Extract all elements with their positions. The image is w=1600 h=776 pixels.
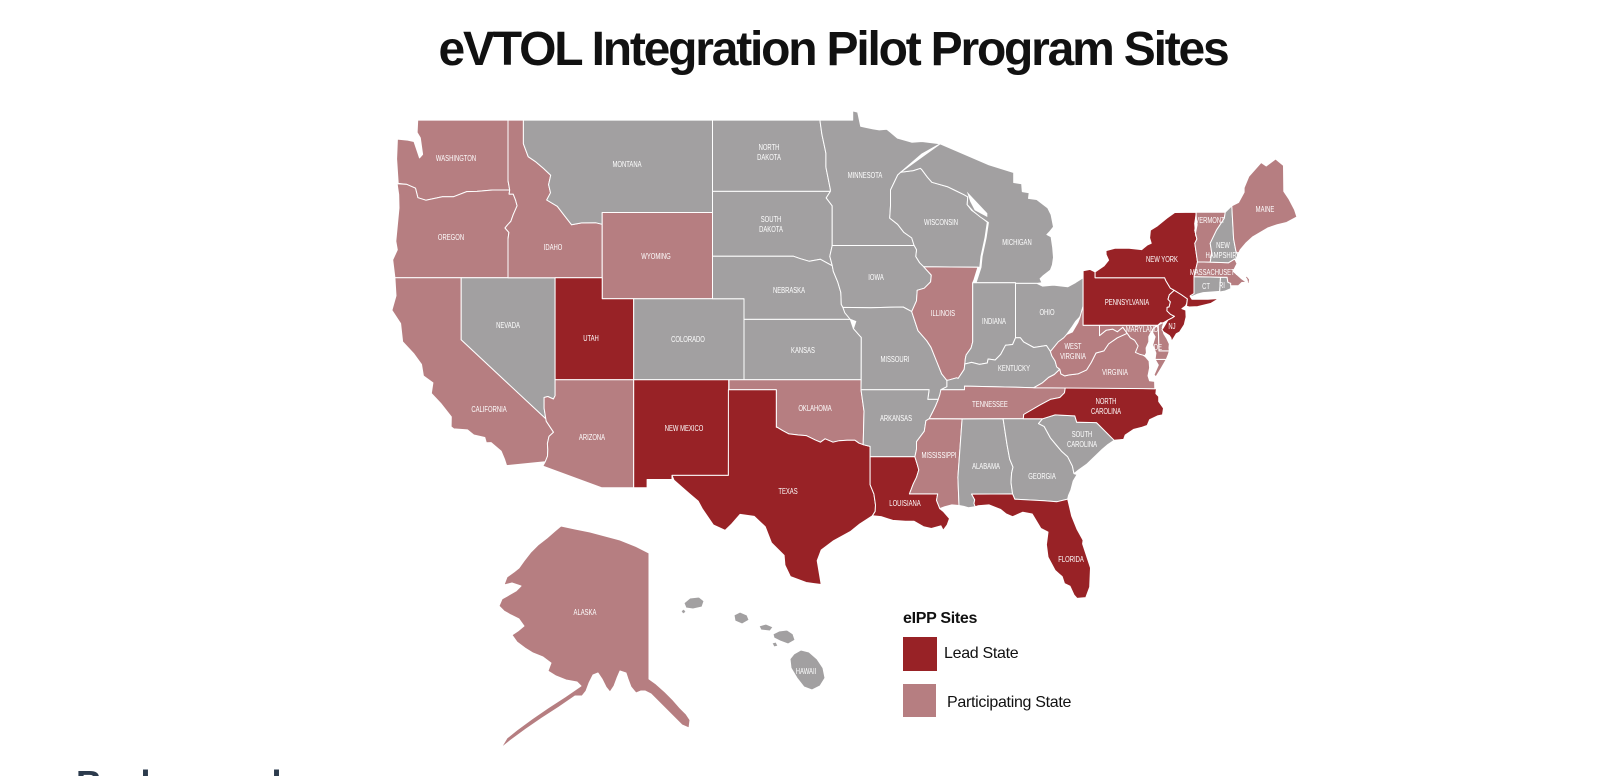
svg-text:NEW: NEW bbox=[1216, 241, 1230, 250]
svg-text:TENNESSEE: TENNESSEE bbox=[972, 400, 1008, 409]
svg-text:ARKANSAS: ARKANSAS bbox=[880, 414, 912, 423]
svg-text:DAKOTA: DAKOTA bbox=[757, 153, 781, 162]
svg-text:ALASKA: ALASKA bbox=[574, 608, 597, 617]
svg-text:ILLINOIS: ILLINOIS bbox=[931, 309, 955, 318]
svg-text:NJ: NJ bbox=[1168, 322, 1176, 331]
svg-text:RI: RI bbox=[1219, 281, 1225, 290]
svg-text:MARYLAND: MARYLAND bbox=[1126, 325, 1159, 334]
svg-text:HAMPSHIRE: HAMPSHIRE bbox=[1205, 251, 1240, 260]
svg-text:VIRGINIA: VIRGINIA bbox=[1102, 368, 1128, 377]
svg-text:SOUTH: SOUTH bbox=[761, 215, 782, 224]
svg-text:DAKOTA: DAKOTA bbox=[759, 225, 783, 234]
svg-text:NEBRASKA: NEBRASKA bbox=[773, 286, 805, 295]
svg-text:NEW MEXICO: NEW MEXICO bbox=[665, 424, 704, 433]
svg-text:NEW YORK: NEW YORK bbox=[1146, 255, 1178, 264]
svg-text:TEXAS: TEXAS bbox=[778, 487, 798, 496]
svg-text:DE: DE bbox=[1154, 343, 1162, 352]
svg-text:UTAH: UTAH bbox=[583, 334, 599, 343]
svg-text:MISSISSIPPI: MISSISSIPPI bbox=[921, 451, 956, 460]
svg-text:MONTANA: MONTANA bbox=[612, 160, 641, 169]
svg-text:HAWAII: HAWAII bbox=[796, 667, 817, 676]
svg-text:MASSACHUSETTS: MASSACHUSETTS bbox=[1190, 268, 1243, 277]
svg-text:MINNESOTA: MINNESOTA bbox=[848, 171, 883, 180]
svg-text:VERMONT: VERMONT bbox=[1195, 216, 1225, 225]
svg-text:OREGON: OREGON bbox=[438, 233, 464, 242]
svg-text:LOUISIANA: LOUISIANA bbox=[889, 499, 921, 508]
svg-text:SOUTH: SOUTH bbox=[1072, 430, 1093, 439]
svg-text:CT: CT bbox=[1202, 282, 1210, 291]
svg-text:IDAHO: IDAHO bbox=[544, 243, 563, 252]
svg-text:CAROLINA: CAROLINA bbox=[1067, 440, 1097, 449]
svg-text:CALIFORNIA: CALIFORNIA bbox=[471, 405, 507, 414]
svg-text:PENNSYLVANIA: PENNSYLVANIA bbox=[1105, 298, 1149, 307]
svg-text:CAROLINA: CAROLINA bbox=[1091, 407, 1121, 416]
svg-text:MAINE: MAINE bbox=[1256, 205, 1275, 214]
svg-text:MICHIGAN: MICHIGAN bbox=[1002, 238, 1031, 247]
svg-text:FLORIDA: FLORIDA bbox=[1058, 555, 1084, 564]
svg-text:ALABAMA: ALABAMA bbox=[972, 462, 1000, 471]
svg-text:WASHINGTON: WASHINGTON bbox=[436, 154, 476, 163]
svg-text:WYOMING: WYOMING bbox=[641, 252, 671, 261]
svg-text:WEST: WEST bbox=[1064, 342, 1082, 351]
svg-text:INDIANA: INDIANA bbox=[982, 317, 1006, 326]
svg-text:VIRGINIA: VIRGINIA bbox=[1060, 352, 1086, 361]
svg-text:NEVADA: NEVADA bbox=[496, 321, 520, 330]
svg-text:KENTUCKY: KENTUCKY bbox=[998, 364, 1030, 373]
svg-text:NORTH: NORTH bbox=[1096, 397, 1117, 406]
svg-text:OHIO: OHIO bbox=[1039, 308, 1054, 317]
svg-text:GEORGIA: GEORGIA bbox=[1028, 472, 1056, 481]
svg-text:IOWA: IOWA bbox=[868, 273, 884, 282]
svg-text:OKLAHOMA: OKLAHOMA bbox=[798, 404, 832, 413]
svg-text:KANSAS: KANSAS bbox=[791, 346, 815, 355]
svg-text:COLORADO: COLORADO bbox=[671, 335, 705, 344]
svg-text:NORTH: NORTH bbox=[759, 143, 780, 152]
svg-text:WISCONSIN: WISCONSIN bbox=[924, 218, 958, 227]
svg-text:MISSOURI: MISSOURI bbox=[880, 355, 909, 364]
svg-text:ARIZONA: ARIZONA bbox=[579, 433, 605, 442]
